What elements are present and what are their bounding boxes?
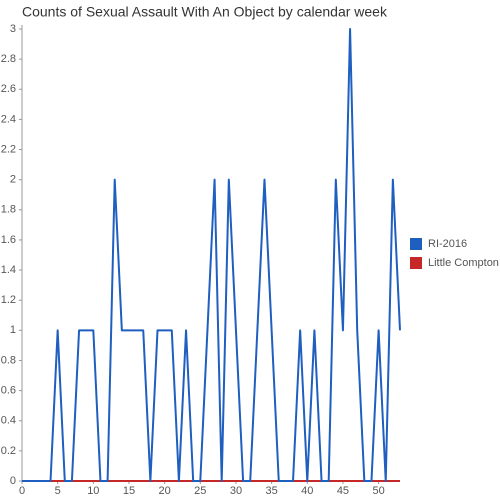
x-tick-label: 5 (55, 485, 61, 497)
chart-title: Counts of Sexual Assault With An Object … (22, 4, 388, 20)
x-tick-label: 20 (159, 485, 171, 497)
y-tick-label: 1.4 (1, 264, 16, 276)
y-tick-label: 2.4 (1, 113, 16, 125)
x-tick-label: 10 (87, 485, 99, 497)
series-line (22, 28, 401, 482)
y-tick-label: 1.2 (1, 294, 16, 306)
y-tick-label: 0 (10, 475, 16, 487)
legend-swatch (410, 238, 422, 250)
y-tick-label: 2 (10, 174, 16, 186)
y-tick-label: 0.4 (1, 415, 16, 427)
x-tick-label: 30 (230, 485, 242, 497)
y-tick-label: 2.6 (1, 83, 16, 95)
y-tick-label: 0.2 (1, 445, 16, 457)
legend-label: Little Compton (428, 257, 499, 269)
y-tick-label: 3 (10, 23, 16, 35)
y-tick-label: 2.8 (1, 53, 16, 65)
x-tick-label: 50 (372, 485, 384, 497)
x-tick-label: 35 (265, 485, 277, 497)
x-tick-label: 0 (19, 485, 25, 497)
x-tick-label: 25 (194, 485, 206, 497)
y-tick-label: 1.8 (1, 204, 16, 216)
x-tick-label: 40 (301, 485, 313, 497)
y-tick-label: 0.8 (1, 354, 16, 366)
x-tick-label: 45 (337, 485, 349, 497)
y-tick-label: 1 (10, 324, 16, 336)
x-tick-label: 15 (123, 485, 135, 497)
legend-swatch (410, 257, 422, 269)
y-tick-label: 2.2 (1, 143, 16, 155)
y-tick-label: 0.6 (1, 385, 16, 397)
legend-label: RI-2016 (428, 238, 467, 250)
y-tick-label: 1.6 (1, 234, 16, 246)
